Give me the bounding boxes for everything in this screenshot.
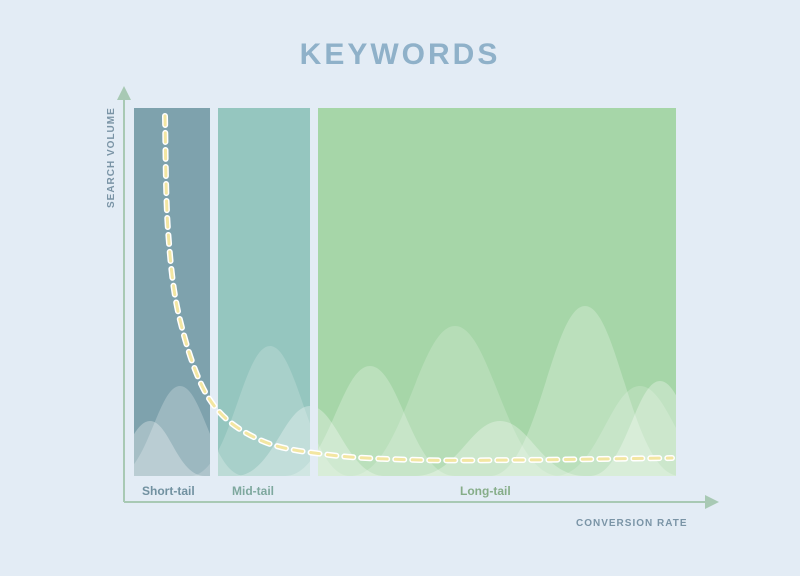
y-axis-label: SEARCH VOLUME <box>106 107 117 208</box>
region-label-short-tail: Short-tail <box>142 484 195 498</box>
region-label-long-tail: Long-tail <box>460 484 511 498</box>
x-axis-label: CONVERSION RATE <box>576 518 688 529</box>
y-axis-arrow <box>117 86 131 100</box>
keywords-chart: KEYWORDS SEARCH VOLUME CONVERSION RATE S… <box>0 0 800 576</box>
region-label-mid-tail: Mid-tail <box>232 484 274 498</box>
chart-svg <box>0 0 800 576</box>
x-axis-arrow <box>705 495 719 509</box>
